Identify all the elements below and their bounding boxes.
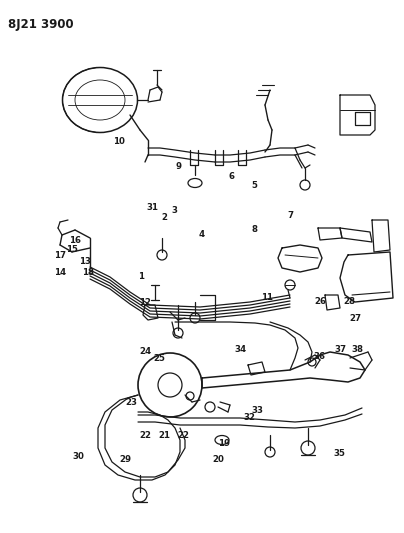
Text: 29: 29 xyxy=(119,455,131,464)
Text: 8J21 3900: 8J21 3900 xyxy=(8,18,74,31)
Text: 38: 38 xyxy=(351,345,364,353)
Text: 17: 17 xyxy=(54,252,66,260)
Text: 4: 4 xyxy=(198,230,204,239)
Text: 35: 35 xyxy=(333,449,345,457)
Text: 7: 7 xyxy=(287,212,293,220)
Text: 22: 22 xyxy=(139,432,152,440)
Text: 32: 32 xyxy=(244,414,256,422)
Text: 3: 3 xyxy=(172,206,177,215)
Text: 5: 5 xyxy=(252,181,257,190)
Text: 19: 19 xyxy=(218,439,230,448)
Text: 18: 18 xyxy=(82,269,94,277)
Text: 25: 25 xyxy=(154,354,166,362)
Text: 21: 21 xyxy=(159,432,171,440)
Text: 14: 14 xyxy=(54,269,66,277)
Text: 37: 37 xyxy=(335,345,347,353)
Text: 10: 10 xyxy=(113,137,125,146)
Text: 12: 12 xyxy=(139,298,152,306)
Text: 2: 2 xyxy=(162,213,168,222)
Text: 28: 28 xyxy=(343,297,356,305)
Text: 15: 15 xyxy=(66,245,78,254)
Text: 13: 13 xyxy=(79,257,91,265)
Text: 33: 33 xyxy=(252,406,264,415)
Text: 36: 36 xyxy=(313,352,325,360)
Text: 30: 30 xyxy=(73,453,85,461)
Text: 16: 16 xyxy=(69,237,81,245)
Text: 34: 34 xyxy=(234,345,246,353)
Text: 27: 27 xyxy=(349,314,362,323)
Text: 26: 26 xyxy=(314,297,326,305)
Text: 22: 22 xyxy=(178,432,190,440)
Text: 31: 31 xyxy=(147,204,159,212)
Text: 8: 8 xyxy=(252,225,257,233)
Text: 1: 1 xyxy=(139,272,144,280)
Text: 24: 24 xyxy=(139,348,152,356)
Text: 23: 23 xyxy=(125,398,137,407)
Text: 20: 20 xyxy=(212,455,224,464)
Text: 6: 6 xyxy=(228,173,234,181)
Text: 11: 11 xyxy=(261,293,273,302)
Text: 9: 9 xyxy=(176,162,181,171)
